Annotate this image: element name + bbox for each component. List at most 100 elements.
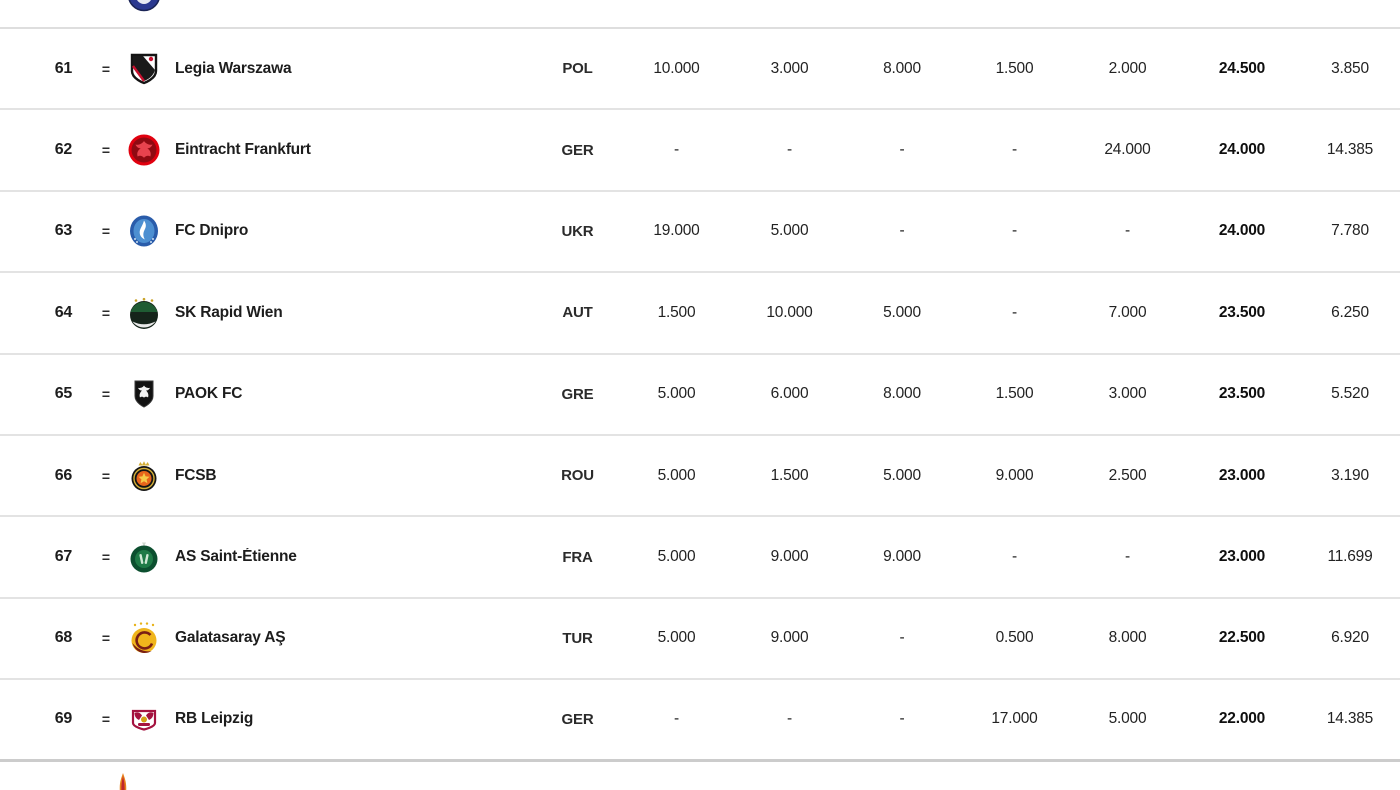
season-coefficient: - xyxy=(1012,303,1017,321)
season-coefficient: - xyxy=(1012,222,1017,240)
season-coefficient: 9.000 xyxy=(770,548,809,566)
table-row[interactable]: 63 = FC Dnipro UKR 19.000 5.000 - - - 24… xyxy=(0,191,1400,274)
club-name[interactable]: Galatasaray AŞ xyxy=(175,629,286,647)
season-coefficient: 7.000 xyxy=(1108,303,1147,321)
season-coefficient: - xyxy=(787,141,792,159)
association-coefficient: 5.520 xyxy=(1331,385,1369,403)
association-coefficient: 7.780 xyxy=(1331,222,1369,240)
total-coefficient: 24.500 xyxy=(1218,59,1266,77)
season-coefficient: 5.000 xyxy=(657,385,696,403)
season-coefficient: 24.000 xyxy=(1104,141,1151,159)
country-code: POL xyxy=(562,60,593,78)
total-coefficient: 22.500 xyxy=(1218,629,1266,647)
table-row-partial-top[interactable] xyxy=(0,0,1400,29)
season-coefficient: 5.000 xyxy=(770,222,809,240)
club-logo xyxy=(122,540,166,574)
navy-club-crest-icon xyxy=(128,0,160,12)
rank: 63 xyxy=(54,222,73,240)
club-name[interactable]: RB Leipzig xyxy=(175,710,254,728)
rank: 67 xyxy=(54,548,73,566)
rank: 61 xyxy=(54,59,73,77)
season-coefficient: 5.000 xyxy=(657,548,696,566)
movement-equal-icon: = xyxy=(101,142,111,159)
club-logo xyxy=(122,296,166,330)
season-coefficient: - xyxy=(674,141,679,159)
rb-leipzig-crest-icon xyxy=(131,710,157,731)
season-coefficient: 0.500 xyxy=(995,629,1034,647)
table-row-partial-bottom[interactable] xyxy=(0,761,1400,790)
season-coefficient: 3.000 xyxy=(1108,385,1147,403)
season-coefficient: - xyxy=(899,710,905,728)
movement-equal-icon: = xyxy=(101,711,111,728)
country-code: GRE xyxy=(561,385,594,403)
total-coefficient: 24.000 xyxy=(1218,141,1266,159)
season-coefficient: 3.000 xyxy=(770,59,809,77)
season-coefficient: 5.000 xyxy=(1108,710,1147,728)
rank: 62 xyxy=(54,141,73,159)
season-coefficient: 5.000 xyxy=(657,466,696,484)
season-coefficient: 9.000 xyxy=(770,629,809,647)
club-name[interactable]: Eintracht Frankfurt xyxy=(175,141,311,159)
table-row[interactable]: 67 = AS Saint-Étienne FRA 5.000 9.000 9.… xyxy=(0,517,1400,599)
movement-equal-icon: = xyxy=(101,60,111,77)
table-row[interactable]: 66 = FCSB ROU 5.000 1.500 5.000 9.000 2.… xyxy=(0,435,1400,518)
season-coefficient: 6.000 xyxy=(770,385,809,403)
club-logo xyxy=(122,459,166,493)
season-coefficient: 2.000 xyxy=(1108,59,1147,77)
total-coefficient: 23.500 xyxy=(1218,385,1266,403)
association-coefficient: 6.250 xyxy=(1331,303,1369,321)
season-coefficient: 1.500 xyxy=(995,385,1034,403)
season-coefficient: 1.500 xyxy=(657,303,696,321)
total-coefficient: 23.000 xyxy=(1218,548,1266,566)
season-coefficient: 1.500 xyxy=(770,466,809,484)
country-code: GER xyxy=(561,141,594,159)
fc-dnipro-crest-icon xyxy=(130,215,158,247)
table-row[interactable]: 69 = RB Leipzig GER - - - 17.000 5.000 2… xyxy=(0,680,1400,762)
association-coefficient: 14.385 xyxy=(1326,141,1374,159)
season-coefficient: 8.000 xyxy=(1108,629,1147,647)
club-name[interactable]: FCSB xyxy=(175,466,217,484)
country-code: AUT xyxy=(562,304,593,322)
season-coefficient: 10.000 xyxy=(653,59,700,77)
table-row[interactable]: 68 = Galatasaray AŞ TUR 5.000 9.000 - 0.… xyxy=(0,598,1400,681)
season-coefficient: 9.000 xyxy=(883,548,921,566)
association-coefficient: 3.850 xyxy=(1331,59,1369,77)
movement-equal-icon: = xyxy=(101,549,111,566)
galatasaray-crest-icon xyxy=(131,622,157,654)
season-coefficient: - xyxy=(1012,141,1017,159)
club-logo xyxy=(122,133,166,167)
season-coefficient: 8.000 xyxy=(883,59,921,77)
table-row[interactable]: 61 = Legia Warszawa POL 10.000 3.000 8.0… xyxy=(0,29,1400,111)
fcsb-crest-icon xyxy=(131,460,157,491)
association-coefficient: 11.699 xyxy=(1327,548,1373,566)
country-code: GER xyxy=(561,710,594,728)
club-name[interactable]: FC Dnipro xyxy=(175,222,249,240)
total-coefficient: 24.000 xyxy=(1218,222,1266,240)
club-name[interactable]: AS Saint-Étienne xyxy=(175,548,297,566)
season-coefficient: 17.000 xyxy=(991,710,1038,728)
table-row[interactable]: 64 = SK Rapid Wien AUT 1.500 10.000 5.00… xyxy=(0,273,1400,355)
season-coefficient: 8.000 xyxy=(883,385,921,403)
rank: 64 xyxy=(54,303,73,321)
season-coefficient: 5.000 xyxy=(657,629,696,647)
club-name[interactable]: PAOK FC xyxy=(175,385,243,403)
season-coefficient: - xyxy=(1125,222,1130,240)
movement-equal-icon: = xyxy=(101,630,111,647)
eintracht-frankfurt-crest-icon xyxy=(128,134,160,166)
season-coefficient: 5.000 xyxy=(883,303,921,321)
table-row[interactable]: 65 = PAOK FC GRE 5.000 6.000 8.000 1.500… xyxy=(0,354,1400,436)
movement-equal-icon: = xyxy=(101,386,111,403)
total-coefficient: 22.000 xyxy=(1218,710,1266,728)
club-name[interactable]: SK Rapid Wien xyxy=(175,303,283,321)
club-logo xyxy=(122,214,166,248)
club-logo xyxy=(122,621,166,655)
total-coefficient: 23.500 xyxy=(1218,303,1266,321)
club-name[interactable]: Legia Warszawa xyxy=(175,59,292,77)
country-code: TUR xyxy=(562,629,593,647)
season-coefficient: - xyxy=(787,710,792,728)
table-row[interactable]: 62 = Eintracht Frankfurt GER - - - - 24.… xyxy=(0,110,1400,192)
club-logo xyxy=(122,52,166,86)
season-coefficient: 19.000 xyxy=(653,222,700,240)
season-coefficient: - xyxy=(1012,548,1017,566)
